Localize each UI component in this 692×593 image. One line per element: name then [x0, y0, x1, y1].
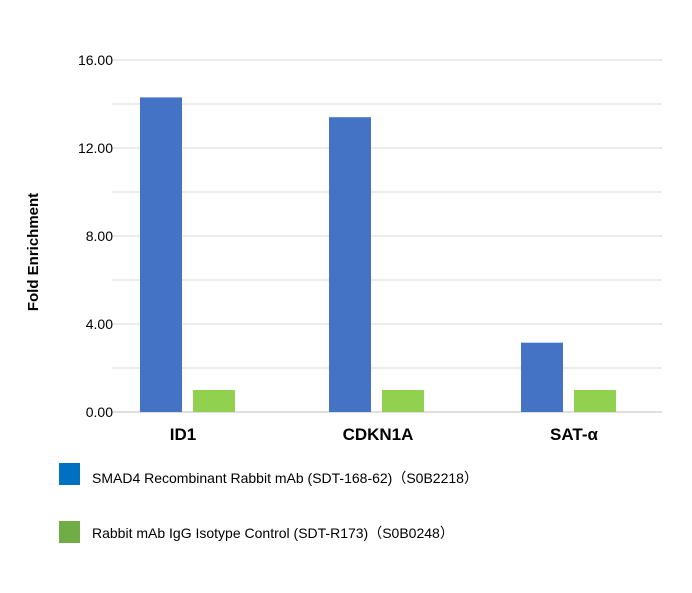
bar-igg-1	[382, 390, 424, 412]
category-labels: ID1 CDKN1A SAT-α	[170, 425, 599, 444]
y-tick-labels: 0.00 4.00 8.00 12.00 16.00	[78, 52, 113, 420]
y-tick-label: 8.00	[86, 228, 113, 244]
bar-smad4-1	[329, 117, 371, 412]
bar-smad4-2	[521, 342, 563, 412]
bars	[140, 97, 616, 413]
category-label: CDKN1A	[343, 425, 414, 444]
y-tick-label: 16.00	[78, 52, 113, 68]
bar-smad4-0	[140, 97, 182, 413]
y-tick-label: 0.00	[86, 404, 113, 420]
legend-label: SMAD4 Recombinant Rabbit mAb (SDT-168-62…	[92, 470, 478, 486]
bar-igg-0	[193, 390, 235, 412]
legend-swatch	[59, 463, 80, 485]
category-label: ID1	[170, 425, 196, 444]
y-tick-label: 4.00	[86, 316, 113, 332]
legend-swatch	[59, 521, 80, 543]
gridlines	[112, 59, 662, 413]
legend: SMAD4 Recombinant Rabbit mAb (SDT-168-62…	[59, 463, 478, 543]
y-tick-label: 12.00	[78, 140, 113, 156]
category-label: SAT-α	[550, 425, 598, 444]
bar-igg-2	[574, 390, 616, 412]
y-axis-title: Fold Enrichment	[25, 193, 42, 311]
legend-label: Rabbit mAb IgG Isotype Control (SDT-R173…	[92, 525, 454, 541]
